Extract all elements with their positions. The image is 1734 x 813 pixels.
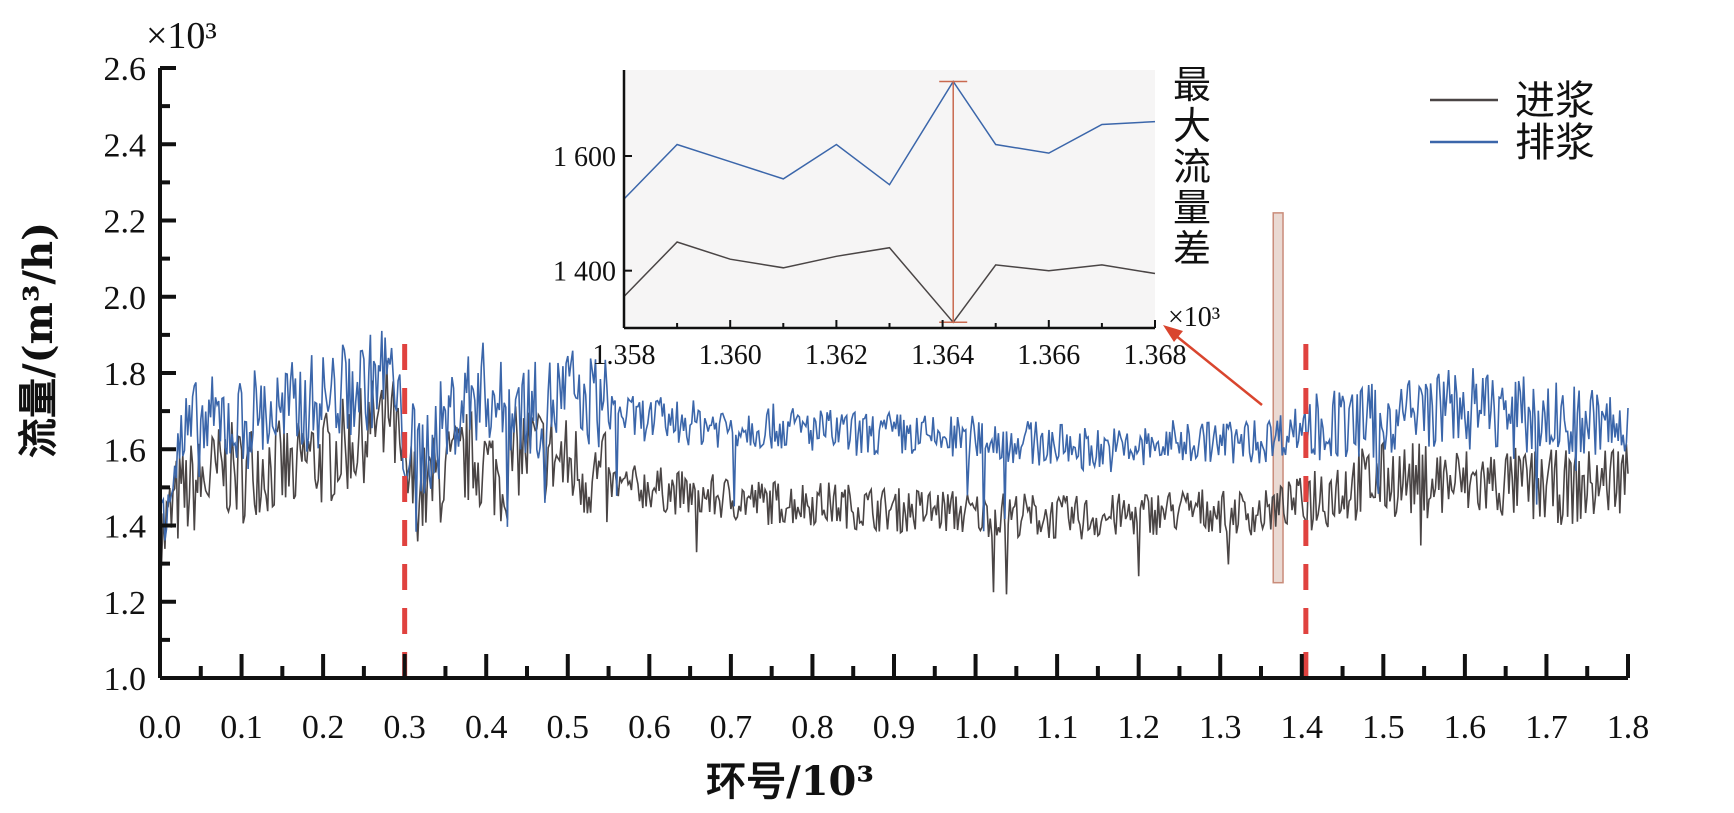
x-tick-label: 0.2 (302, 709, 345, 746)
y-tick-label: 1.8 (104, 356, 147, 393)
x-tick-label: 1.0 (954, 709, 997, 746)
y-multiplier-label: ×10³ (146, 15, 217, 57)
y-tick-label: 1.2 (104, 585, 147, 622)
inset-chart: 1.358 1.360 1.362 1.364 1.366 1.368 1 400 1 60… (553, 63, 1220, 371)
inset-background (624, 70, 1155, 328)
x-tick-label: 0.1 (220, 709, 263, 746)
highlight-region (1272, 212, 1284, 584)
x-tick-label: 1.2 (1117, 709, 1160, 746)
series-line-inlet (159, 360, 1629, 595)
legend: 进浆 排浆 (1430, 78, 1595, 166)
highlight-rect (1272, 212, 1284, 584)
x-tick-labels: 0.0 0.1 0.2 0.3 0.4 0.5 0.6 0.7 0.8 0.9 1.0 1.1 1.2 1… (139, 709, 1650, 746)
x-tick-label: 0.4 (465, 709, 508, 746)
y-tick-labels: 1.0 1.2 1.4 1.6 1.8 2.0 2.2 2.4 2.6 (104, 51, 147, 698)
y-tick-label: 1.4 (104, 509, 147, 546)
vertical-marker-group (402, 334, 1309, 678)
inset-vertical-label-char: 流 (1173, 145, 1211, 189)
inset-vertical-label-char: 最 (1173, 63, 1211, 107)
callout-arrow (1163, 325, 1263, 406)
inset-y-tick-label: 1 400 (553, 257, 616, 288)
inset-x-tick-label: 1.360 (699, 340, 762, 371)
inset-axes (622, 70, 1156, 330)
x-tick-label: 1.7 (1525, 709, 1568, 746)
inset-y-tick-labels: 1 400 1 600 (553, 142, 616, 288)
x-axis-title: 环号/10³ (706, 758, 874, 805)
inset-y-tick-label: 1 600 (553, 142, 616, 173)
y-tick-label: 1.0 (104, 661, 147, 698)
x-tick-label: 0.7 (710, 709, 753, 746)
x-tick-label: 0.6 (628, 709, 671, 746)
y-tick-label: 2.0 (104, 280, 147, 317)
inset-x-tick-labels: 1.358 1.360 1.362 1.364 1.366 1.368 (593, 340, 1187, 371)
x-tick-label: 1.4 (1281, 709, 1324, 746)
y-tick-label: 2.4 (104, 127, 147, 164)
x-tick-label: 0.8 (791, 709, 834, 746)
inset-x-tick-label: 1.358 (593, 340, 656, 371)
x-tick-label: 1.8 (1607, 709, 1650, 746)
inset-x-tick-label: 1.366 (1017, 340, 1080, 371)
inset-vertical-label-char: 差 (1173, 227, 1211, 271)
inset-x-tick-label: 1.362 (805, 340, 868, 371)
series-line-outlet (159, 330, 1629, 541)
y-tick-label: 2.2 (104, 204, 147, 241)
inset-vertical-label-char: 量 (1173, 186, 1211, 230)
inset-series-line-inlet (623, 241, 1156, 324)
x-tick-label: 1.6 (1444, 709, 1487, 746)
main-series-group (159, 330, 1629, 595)
inset-series-group (623, 80, 1156, 324)
legend-label-outlet: 排浆 (1515, 120, 1595, 166)
x-tick-label: 0.0 (139, 709, 182, 746)
main-axes (158, 66, 1630, 680)
x-tick-label: 0.5 (547, 709, 590, 746)
x-tick-label: 0.3 (383, 709, 426, 746)
y-axis-title: 流量/(m³/h) (15, 222, 62, 458)
max-diff-marker (939, 80, 968, 324)
x-tick-label: 0.9 (873, 709, 916, 746)
inset-vertical-label-char: 大 (1173, 104, 1211, 148)
x-tick-label: 1.1 (1036, 709, 1079, 746)
inset-series-line-outlet (623, 80, 1156, 200)
inset-x-multiplier: ×10³ (1168, 302, 1220, 333)
inset-x-tick-label: 1.364 (911, 340, 974, 371)
y-tick-label: 2.6 (104, 51, 147, 88)
x-tick-label: 1.5 (1362, 709, 1405, 746)
y-tick-label: 1.6 (104, 432, 147, 469)
legend-label-inlet: 进浆 (1515, 78, 1595, 124)
x-tick-label: 1.3 (1199, 709, 1242, 746)
inset-x-tick-label: 1.368 (1124, 340, 1187, 371)
